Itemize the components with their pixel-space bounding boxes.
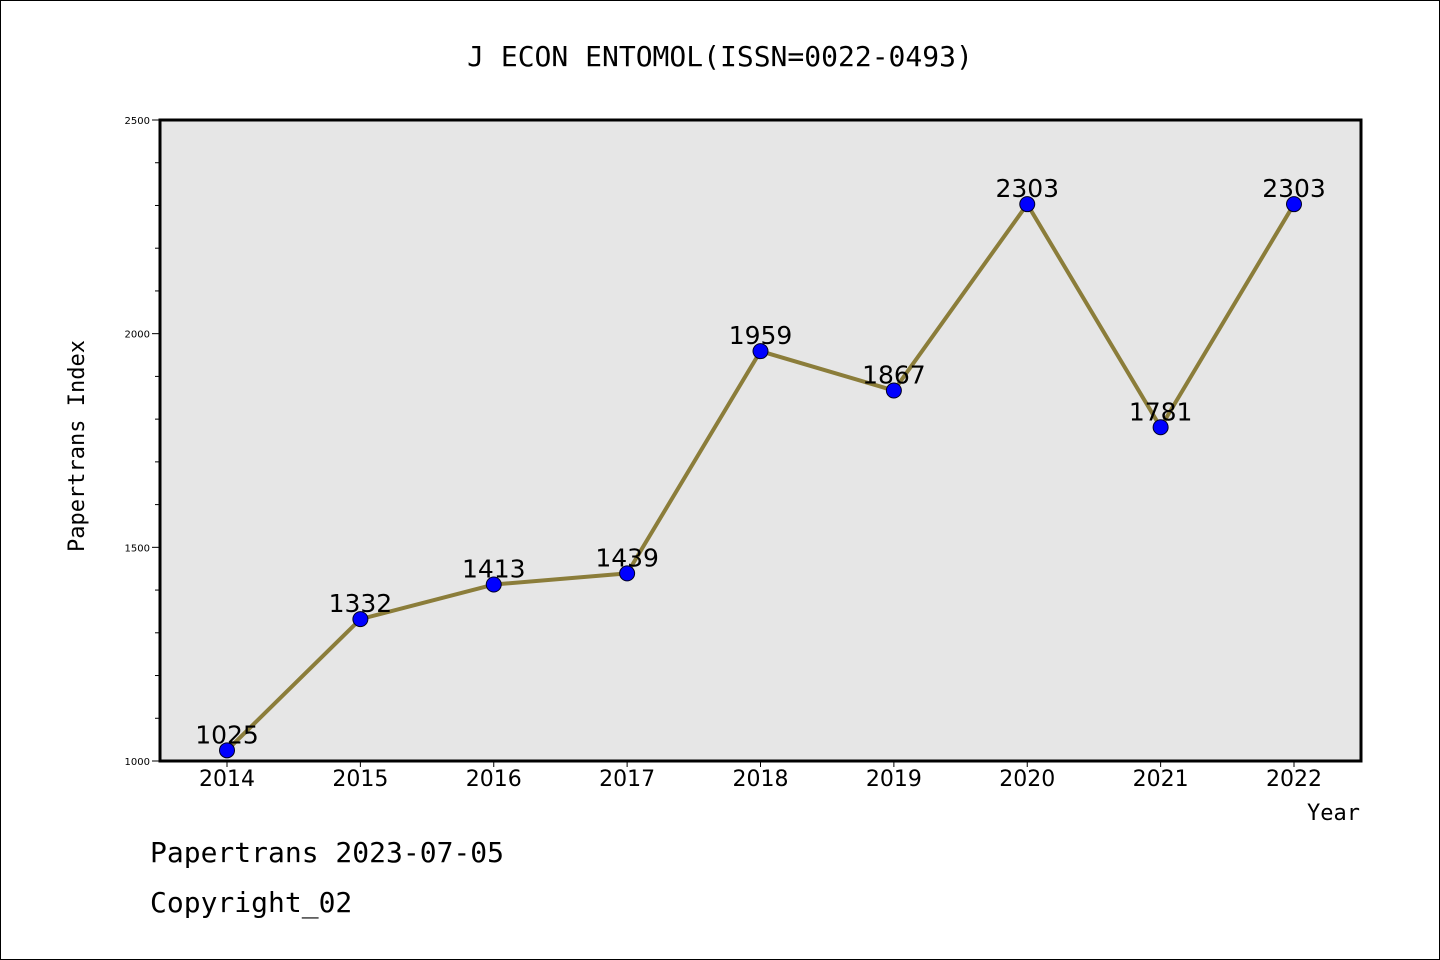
data-labels: 1025 1332 1413 1439 1959 1867 2303 1781 2303 — [195, 174, 1326, 749]
y-tick-label: 2500 — [125, 116, 150, 127]
data-label: 1332 — [329, 589, 393, 618]
data-point — [1286, 196, 1302, 213]
chart-title: J ECON ENTOMOL(ISSN=0022-0493) — [467, 40, 973, 73]
x-tick-label: 2014 — [199, 767, 255, 792]
data-label: 1867 — [862, 361, 926, 390]
y-axis: 1000 1500 2000 2500 — [125, 116, 160, 768]
y-tick-label: 1000 — [125, 757, 150, 768]
data-point — [219, 742, 235, 759]
y-axis-label: Papertrans Index — [65, 340, 90, 552]
x-tick-label: 2020 — [999, 767, 1055, 792]
data-label: 1781 — [1129, 397, 1193, 426]
data-point — [352, 611, 369, 628]
data-point — [1152, 419, 1169, 436]
x-tick-label: 2019 — [866, 767, 922, 792]
data-label: 1959 — [729, 321, 793, 350]
x-tick-label: 2016 — [466, 767, 522, 792]
series-markers — [219, 196, 1302, 759]
x-tick-label: 2021 — [1133, 767, 1189, 792]
data-label: 2303 — [1262, 174, 1326, 203]
x-tick-label: 2017 — [599, 767, 655, 792]
x-tick-label: 2015 — [332, 767, 388, 792]
data-point — [752, 343, 769, 360]
data-point — [485, 576, 502, 593]
y-tick-label: 2000 — [125, 330, 150, 341]
data-label: 1413 — [462, 555, 526, 584]
plot-area — [158, 118, 1363, 763]
x-tick-label: 2022 — [1266, 767, 1322, 792]
x-tick-label: 2018 — [733, 767, 789, 792]
data-label: 2303 — [995, 174, 1059, 203]
footer-copyright: Copyright_02 — [150, 886, 353, 919]
data-label: 1025 — [195, 720, 259, 749]
data-label: 1439 — [595, 543, 659, 572]
data-point — [885, 382, 902, 399]
data-point — [1019, 196, 1036, 213]
x-axis: 2014 2015 2016 2017 2018 2019 2020 2021 2022 — [199, 761, 1322, 792]
footer-date: Papertrans 2023-07-05 — [150, 836, 505, 869]
x-axis-label: Year — [1307, 801, 1360, 826]
y-tick-label: 1500 — [125, 543, 150, 554]
data-point — [619, 565, 636, 582]
